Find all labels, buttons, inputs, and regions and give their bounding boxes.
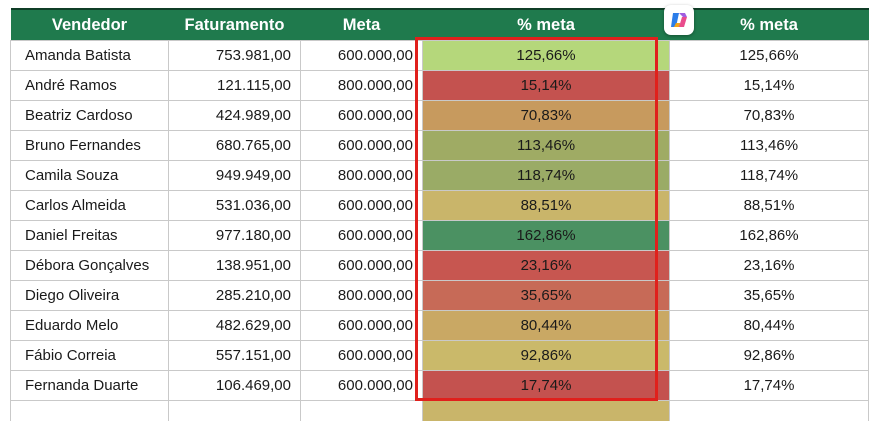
cell-pct-meta-2[interactable]: 17,74%	[670, 371, 869, 401]
cell-meta[interactable]: 600.000,00	[301, 191, 423, 221]
cell-pct-meta-2[interactable]: 118,74%	[670, 161, 869, 191]
cell-pct-meta[interactable]: 162,86%	[423, 221, 670, 251]
header-pct-meta-2[interactable]: % meta	[670, 9, 869, 41]
cell-pct-meta-2[interactable]: 15,14%	[670, 71, 869, 101]
cell-vendedor[interactable]: Beatriz Cardoso	[11, 101, 169, 131]
header-pct-meta[interactable]: % meta	[423, 9, 670, 41]
cell-pct-meta[interactable]: 70,83%	[423, 101, 670, 131]
cell-vendedor[interactable]: Fábio Correia	[11, 341, 169, 371]
cell-pct-meta-2[interactable]: 35,65%	[670, 281, 869, 311]
cell-faturamento[interactable]: 753.981,00	[169, 41, 301, 71]
cell-pct-meta[interactable]: 113,46%	[423, 131, 670, 161]
copilot-icon[interactable]	[664, 5, 694, 35]
header-meta[interactable]: Meta	[301, 9, 423, 41]
cell-pct-meta-2[interactable]: 162,86%	[670, 221, 869, 251]
cell-pct-meta-2[interactable]	[670, 401, 869, 421]
cell-meta[interactable]: 800.000,00	[301, 281, 423, 311]
cell-meta[interactable]: 600.000,00	[301, 251, 423, 281]
cell-pct-meta-2[interactable]: 113,46%	[670, 131, 869, 161]
cell-pct-meta[interactable]: 17,74%	[423, 371, 670, 401]
cell-vendedor[interactable]: Débora Gonçalves	[11, 251, 169, 281]
cell-vendedor[interactable]	[11, 401, 169, 421]
cell-meta[interactable]: 600.000,00	[301, 101, 423, 131]
cell-faturamento[interactable]: 557.151,00	[169, 341, 301, 371]
header-row: Vendedor Faturamento Meta % meta % meta	[11, 9, 869, 41]
cell-vendedor[interactable]: Bruno Fernandes	[11, 131, 169, 161]
cell-pct-meta[interactable]: 35,65%	[423, 281, 670, 311]
cell-pct-meta[interactable]: 92,86%	[423, 341, 670, 371]
cell-faturamento[interactable]: 949.949,00	[169, 161, 301, 191]
cell-faturamento[interactable]: 482.629,00	[169, 311, 301, 341]
cell-pct-meta-2[interactable]: 88,51%	[670, 191, 869, 221]
header-vendedor[interactable]: Vendedor	[11, 9, 169, 41]
cell-meta[interactable]	[301, 401, 423, 421]
cell-faturamento[interactable]: 285.210,00	[169, 281, 301, 311]
spreadsheet: Vendedor Faturamento Meta % meta % meta …	[10, 8, 868, 421]
cell-faturamento[interactable]: 531.036,00	[169, 191, 301, 221]
cell-meta[interactable]: 800.000,00	[301, 71, 423, 101]
cell-pct-meta-2[interactable]: 70,83%	[670, 101, 869, 131]
header-faturamento[interactable]: Faturamento	[169, 9, 301, 41]
cell-vendedor[interactable]: Daniel Freitas	[11, 221, 169, 251]
cell-vendedor[interactable]: Carlos Almeida	[11, 191, 169, 221]
cell-faturamento[interactable]: 680.765,00	[169, 131, 301, 161]
cell-meta[interactable]: 600.000,00	[301, 371, 423, 401]
cell-faturamento[interactable]: 138.951,00	[169, 251, 301, 281]
cell-meta[interactable]: 800.000,00	[301, 161, 423, 191]
cell-faturamento[interactable]: 424.989,00	[169, 101, 301, 131]
cell-pct-meta[interactable]: 118,74%	[423, 161, 670, 191]
cell-vendedor[interactable]: Fernanda Duarte	[11, 371, 169, 401]
cell-vendedor[interactable]: Eduardo Melo	[11, 311, 169, 341]
cell-faturamento[interactable]	[169, 401, 301, 421]
cell-pct-meta[interactable]: 23,16%	[423, 251, 670, 281]
cell-pct-meta[interactable]: 15,14%	[423, 71, 670, 101]
sales-table: Vendedor Faturamento Meta % meta % meta …	[10, 8, 869, 421]
cell-meta[interactable]: 600.000,00	[301, 311, 423, 341]
cell-vendedor[interactable]: Amanda Batista	[11, 41, 169, 71]
cell-meta[interactable]: 600.000,00	[301, 131, 423, 161]
cell-faturamento[interactable]: 977.180,00	[169, 221, 301, 251]
cell-pct-meta-2[interactable]: 80,44%	[670, 311, 869, 341]
cell-pct-meta[interactable]: 80,44%	[423, 311, 670, 341]
cell-meta[interactable]: 600.000,00	[301, 41, 423, 71]
cell-pct-meta-2[interactable]: 125,66%	[670, 41, 869, 71]
cell-faturamento[interactable]: 121.115,00	[169, 71, 301, 101]
cell-vendedor[interactable]: Camila Souza	[11, 161, 169, 191]
cell-meta[interactable]: 600.000,00	[301, 221, 423, 251]
copilot-logo-icon	[669, 10, 689, 30]
table-row	[11, 401, 869, 421]
cell-faturamento[interactable]: 106.469,00	[169, 371, 301, 401]
cell-meta[interactable]: 600.000,00	[301, 341, 423, 371]
cell-pct-meta[interactable]: 125,66%	[423, 41, 670, 71]
cell-pct-meta[interactable]	[423, 401, 670, 421]
cell-vendedor[interactable]: Diego Oliveira	[11, 281, 169, 311]
cell-pct-meta-2[interactable]: 92,86%	[670, 341, 869, 371]
cell-vendedor[interactable]: André Ramos	[11, 71, 169, 101]
cell-pct-meta[interactable]: 88,51%	[423, 191, 670, 221]
cell-pct-meta-2[interactable]: 23,16%	[670, 251, 869, 281]
